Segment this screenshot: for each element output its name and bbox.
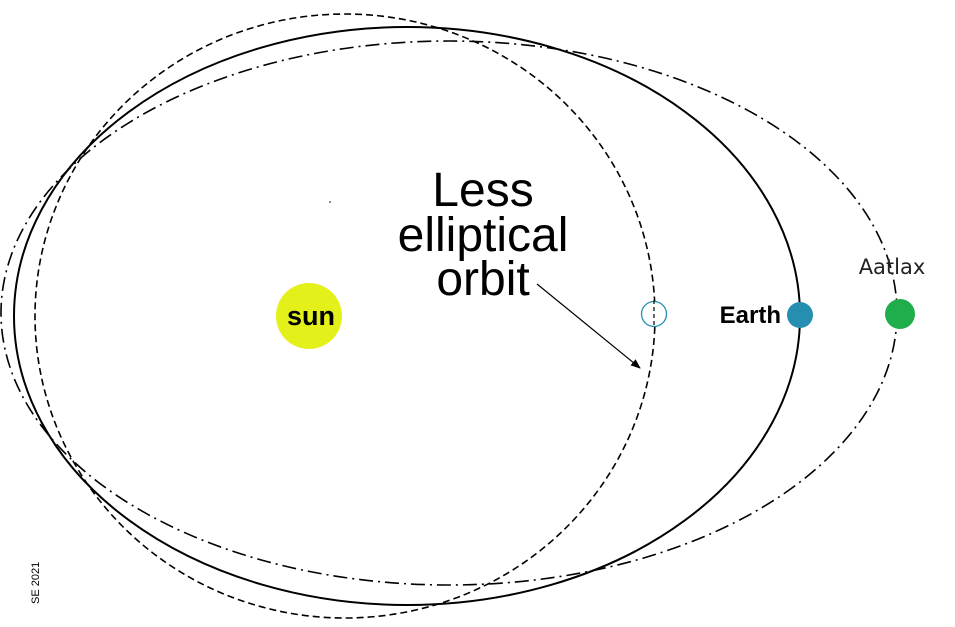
less-elliptical-orbit	[34, 13, 656, 619]
annotation-arrow	[536, 283, 641, 369]
sun-icon	[276, 283, 342, 349]
credit-label: SE 2021	[30, 562, 42, 604]
earth-label: Earth	[720, 302, 781, 329]
annotation-line-3: orbit	[436, 253, 529, 306]
earth-icon	[787, 302, 813, 328]
earth-orbit	[13, 26, 801, 606]
aatlax-label: Aatlax	[859, 255, 926, 279]
annotation-line-2: elliptical	[398, 209, 569, 262]
sun-label: sun	[287, 301, 335, 331]
aatlax-icon	[885, 299, 915, 329]
annotation-line-1: Less	[432, 164, 533, 217]
small-dot	[329, 201, 331, 203]
